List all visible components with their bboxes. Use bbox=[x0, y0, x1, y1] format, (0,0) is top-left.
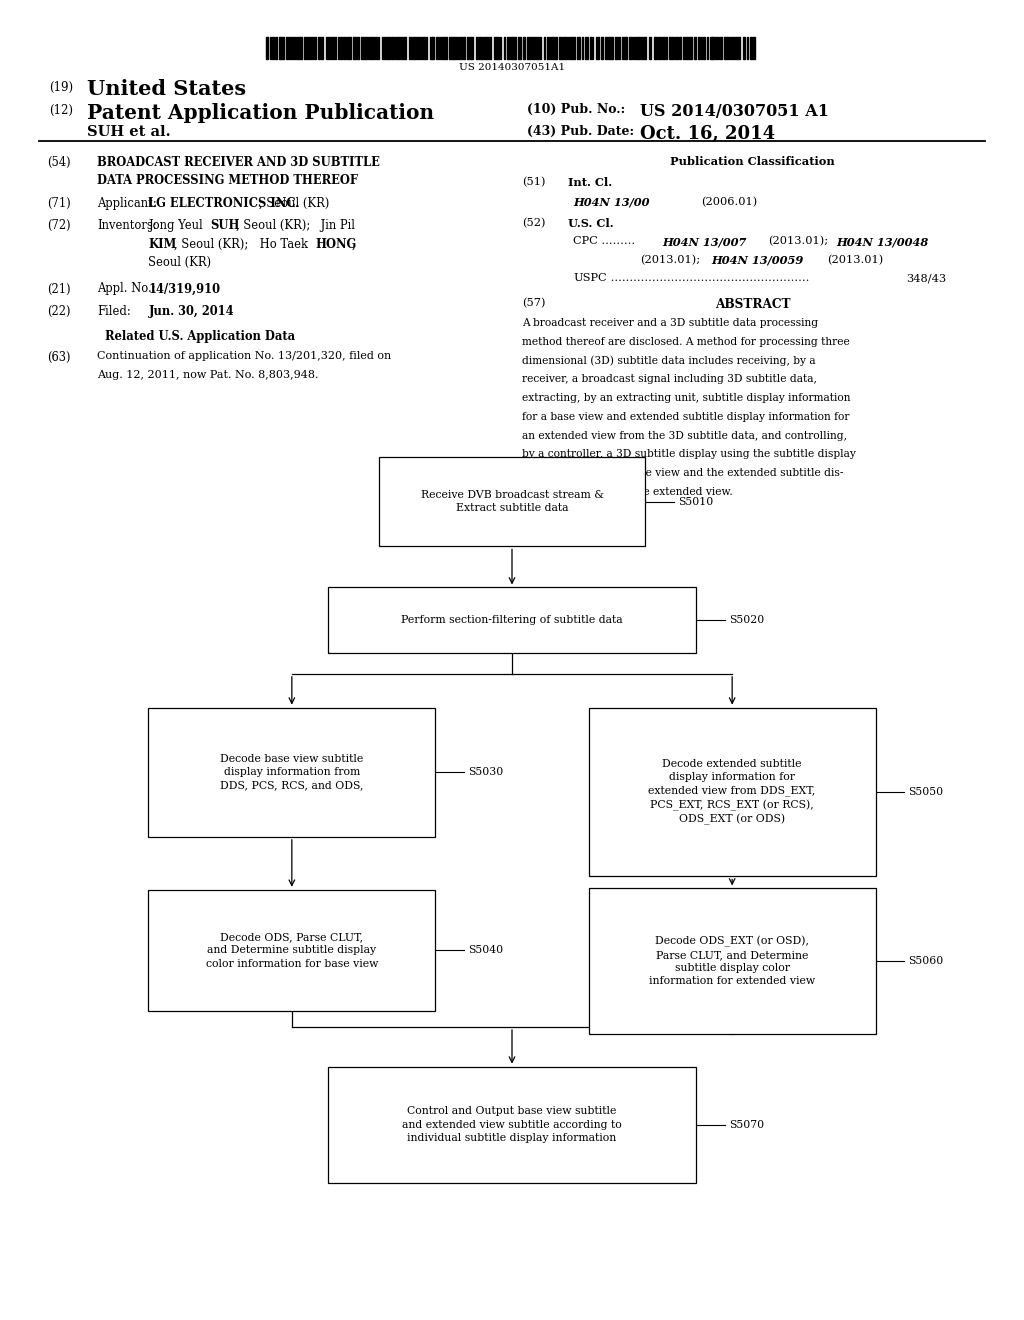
Text: Continuation of application No. 13/201,320, filed on: Continuation of application No. 13/201,3… bbox=[97, 351, 391, 362]
Text: S5060: S5060 bbox=[908, 956, 943, 966]
Text: Aug. 12, 2011, now Pat. No. 8,803,948.: Aug. 12, 2011, now Pat. No. 8,803,948. bbox=[97, 370, 318, 380]
Text: play information for the extended view.: play information for the extended view. bbox=[522, 487, 733, 496]
Text: Filed:: Filed: bbox=[97, 305, 131, 318]
Text: for a base view and extended subtitle display information for: for a base view and extended subtitle di… bbox=[522, 412, 850, 422]
Text: (2006.01): (2006.01) bbox=[701, 197, 758, 207]
Text: Decode base view subtitle
display information from
DDS, PCS, RCS, and ODS,: Decode base view subtitle display inform… bbox=[220, 754, 364, 791]
Text: Applicant:: Applicant: bbox=[97, 197, 157, 210]
Text: (72): (72) bbox=[47, 219, 71, 232]
Bar bbox=[589, 888, 876, 1034]
Text: SUH: SUH bbox=[210, 219, 240, 232]
Text: Receive DVB broadcast stream &
Extract subtitle data: Receive DVB broadcast stream & Extract s… bbox=[421, 490, 603, 513]
Text: US 2014/0307051 A1: US 2014/0307051 A1 bbox=[640, 103, 829, 120]
Text: (2013.01): (2013.01) bbox=[827, 255, 884, 265]
Text: receiver, a broadcast signal including 3D subtitle data,: receiver, a broadcast signal including 3… bbox=[522, 375, 817, 384]
Text: Appl. No.:: Appl. No.: bbox=[97, 282, 156, 296]
Text: information for the base view and the extended subtitle dis-: information for the base view and the ex… bbox=[522, 469, 844, 478]
Text: (2013.01);: (2013.01); bbox=[768, 236, 828, 247]
Text: S5030: S5030 bbox=[468, 767, 503, 777]
Text: H04N 13/0048: H04N 13/0048 bbox=[837, 236, 929, 247]
Bar bbox=[148, 890, 435, 1011]
Text: 14/319,910: 14/319,910 bbox=[148, 282, 220, 296]
Text: (22): (22) bbox=[47, 305, 71, 318]
Text: 348/43: 348/43 bbox=[906, 273, 946, 284]
Text: Decode extended subtitle
display information for
extended view from DDS_EXT,
PCS: Decode extended subtitle display informa… bbox=[648, 759, 816, 825]
Text: A broadcast receiver and a 3D subtitle data processing: A broadcast receiver and a 3D subtitle d… bbox=[522, 318, 818, 329]
Text: S5020: S5020 bbox=[729, 615, 764, 626]
Bar bbox=[328, 1067, 696, 1183]
Text: .....................................................: ........................................… bbox=[607, 273, 810, 284]
Text: Seoul (KR): Seoul (KR) bbox=[148, 256, 212, 269]
Text: BROADCAST RECEIVER AND 3D SUBTITLE: BROADCAST RECEIVER AND 3D SUBTITLE bbox=[97, 156, 380, 169]
Text: H04N 13/007: H04N 13/007 bbox=[663, 236, 746, 247]
Text: Inventors:: Inventors: bbox=[97, 219, 157, 232]
Text: ABSTRACT: ABSTRACT bbox=[715, 298, 791, 312]
Text: (57): (57) bbox=[522, 298, 546, 309]
Text: CPC .........: CPC ......... bbox=[573, 236, 636, 247]
Text: (51): (51) bbox=[522, 177, 546, 187]
Text: Related U.S. Application Data: Related U.S. Application Data bbox=[104, 330, 295, 343]
Text: Control and Output base view subtitle
and extended view subtitle according to
in: Control and Output base view subtitle an… bbox=[402, 1106, 622, 1143]
Text: SUH et al.: SUH et al. bbox=[87, 125, 171, 140]
Text: by a controller, a 3D subtitle display using the subtitle display: by a controller, a 3D subtitle display u… bbox=[522, 449, 856, 459]
Text: Jun. 30, 2014: Jun. 30, 2014 bbox=[148, 305, 234, 318]
Text: (71): (71) bbox=[47, 197, 71, 210]
Text: , Seoul (KR): , Seoul (KR) bbox=[259, 197, 330, 210]
Text: US 20140307051A1: US 20140307051A1 bbox=[459, 63, 565, 73]
Text: Int. Cl.: Int. Cl. bbox=[568, 177, 612, 187]
Bar bbox=[328, 587, 696, 653]
Text: HONG: HONG bbox=[315, 238, 356, 251]
Text: (52): (52) bbox=[522, 218, 546, 228]
Text: (21): (21) bbox=[47, 282, 71, 296]
Text: dimensional (3D) subtitle data includes receiving, by a: dimensional (3D) subtitle data includes … bbox=[522, 355, 816, 366]
Text: DATA PROCESSING METHOD THEREOF: DATA PROCESSING METHOD THEREOF bbox=[97, 174, 358, 187]
Text: Decode ODS_EXT (or OSD),
Parse CLUT, and Determine
subtitle display color
inform: Decode ODS_EXT (or OSD), Parse CLUT, and… bbox=[649, 936, 815, 986]
Text: Perform section-filtering of subtitle data: Perform section-filtering of subtitle da… bbox=[401, 615, 623, 626]
Text: ,: , bbox=[351, 238, 355, 251]
Text: extracting, by an extracting unit, subtitle display information: extracting, by an extracting unit, subti… bbox=[522, 393, 851, 403]
Bar bbox=[379, 457, 645, 546]
Text: (10) Pub. No.:: (10) Pub. No.: bbox=[527, 103, 626, 116]
Text: Ho Taek: Ho Taek bbox=[256, 238, 311, 251]
Text: (63): (63) bbox=[47, 351, 71, 364]
Text: (2013.01);: (2013.01); bbox=[640, 255, 700, 265]
Text: Jong Yeul: Jong Yeul bbox=[148, 219, 207, 232]
Text: (54): (54) bbox=[47, 156, 71, 169]
Bar bbox=[589, 708, 876, 876]
Text: Oct. 16, 2014: Oct. 16, 2014 bbox=[640, 125, 775, 144]
Text: , Seoul (KR);: , Seoul (KR); bbox=[174, 238, 249, 251]
Text: (19): (19) bbox=[49, 81, 74, 94]
Text: H04N 13/0059: H04N 13/0059 bbox=[712, 255, 804, 265]
Text: method thereof are disclosed. A method for processing three: method thereof are disclosed. A method f… bbox=[522, 337, 850, 347]
Text: Decode ODS, Parse CLUT,
and Determine subtitle display
color information for bas: Decode ODS, Parse CLUT, and Determine su… bbox=[206, 932, 378, 969]
Text: Publication Classification: Publication Classification bbox=[671, 156, 835, 166]
Text: KIM: KIM bbox=[148, 238, 177, 251]
Text: (43) Pub. Date:: (43) Pub. Date: bbox=[527, 125, 635, 139]
Text: S5010: S5010 bbox=[678, 496, 713, 507]
Text: an extended view from the 3D subtitle data, and controlling,: an extended view from the 3D subtitle da… bbox=[522, 430, 847, 441]
Text: S5050: S5050 bbox=[908, 787, 943, 797]
Text: United States: United States bbox=[87, 79, 246, 99]
Text: , Seoul (KR);: , Seoul (KR); bbox=[236, 219, 310, 232]
Text: USPC: USPC bbox=[573, 273, 607, 284]
Text: S5070: S5070 bbox=[729, 1119, 764, 1130]
Text: U.S. Cl.: U.S. Cl. bbox=[568, 218, 614, 228]
Text: Patent Application Publication: Patent Application Publication bbox=[87, 103, 434, 123]
Text: S5040: S5040 bbox=[468, 945, 503, 956]
Text: (12): (12) bbox=[49, 104, 73, 117]
Bar bbox=[148, 708, 435, 837]
Text: Jin Pil: Jin Pil bbox=[317, 219, 355, 232]
Text: LG ELECTRONICS INC.: LG ELECTRONICS INC. bbox=[148, 197, 300, 210]
Text: H04N 13/00: H04N 13/00 bbox=[573, 197, 650, 207]
